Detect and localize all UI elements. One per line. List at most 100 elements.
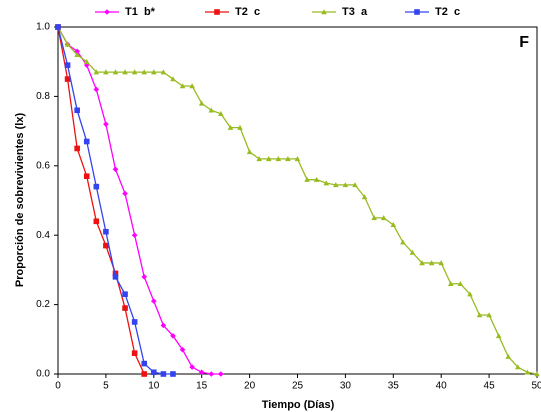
data-point [93,69,100,75]
x-tick-label: 20 [244,381,256,392]
data-point [160,69,167,75]
data-point [93,86,100,93]
x-tick-label: 10 [148,381,160,392]
data-point [74,48,80,55]
data-point [218,371,224,377]
data-point [237,124,243,130]
data-point [74,107,80,114]
data-point [371,215,377,221]
y-tick-label: 1.0 [36,22,50,33]
data-point [246,149,253,155]
data-point [467,291,473,297]
data-point [93,183,100,190]
data-point [83,58,90,64]
y-tick-label: 0.0 [36,369,50,380]
data-point [189,364,195,370]
x-axis-label: Tiempo (Días) [262,399,335,411]
data-point [103,242,109,249]
data-point [74,51,80,57]
legend-label: T2 c [235,6,260,18]
x-tick-label: 25 [292,381,304,392]
data-point [428,260,435,266]
data-point [131,350,138,356]
series-line [57,26,145,375]
data-point [160,371,167,377]
data-point [170,333,176,339]
y-tick-label: 0.4 [36,230,50,241]
data-point [524,369,531,375]
data-point [103,121,109,127]
x-tick-label: 50 [531,381,541,392]
data-point [313,176,320,182]
data-point [294,156,301,162]
data-point [285,156,291,162]
data-point [170,371,176,377]
data-point [122,291,128,297]
data-point [304,176,310,182]
data-point [141,69,148,75]
data-point [447,280,454,287]
data-point [55,24,61,30]
data-point [227,124,234,130]
data-point [438,260,444,266]
data-point [265,156,272,162]
series-line [57,26,173,375]
data-point [179,346,186,353]
x-tick-label: 0 [55,381,61,392]
data-point [400,239,406,245]
data-point [64,76,71,82]
data-point [103,69,109,75]
data-point [83,138,90,145]
x-tick-label: 40 [436,381,448,392]
data-point [131,319,138,325]
data-point [198,369,205,376]
data-point [515,364,521,370]
data-point [218,110,224,116]
data-point [256,156,262,162]
x-tick-label: 45 [484,381,496,392]
data-point [275,156,282,162]
legend-marker [321,9,327,15]
legend-label: T2 c [435,6,460,18]
data-point [390,221,397,228]
data-point [486,312,492,318]
data-point [93,218,100,225]
data-point [170,76,176,82]
data-point [419,260,425,266]
data-point [151,69,157,75]
data-point [131,69,138,75]
x-tick-label: 35 [388,381,400,392]
data-point [122,190,128,197]
x-tick-label: 30 [340,381,352,392]
data-point [64,41,71,47]
data-point [457,280,464,287]
legend-marker [104,9,110,15]
data-point [160,322,167,329]
legend-marker [214,9,220,15]
data-point [112,166,119,173]
plot-frame [57,26,538,375]
data-point [112,69,119,75]
data-point [534,371,540,377]
data-point [361,194,368,200]
data-point [352,182,358,188]
data-point [380,215,387,221]
data-point [342,182,349,188]
data-point [189,83,195,89]
data-point [505,353,512,359]
panel-label: F [519,34,529,51]
data-point [141,371,148,377]
data-point [74,145,80,152]
legend-marker [414,9,420,15]
y-tick-label: 0.8 [36,91,50,102]
series-line [57,26,221,375]
data-point [179,83,186,89]
data-point [122,69,128,75]
data-point [323,180,330,186]
legend-label: T3 a [342,6,368,18]
data-point [495,333,502,339]
y-tick-label: 0.2 [36,299,50,310]
series-line [57,26,538,375]
data-point [131,232,138,238]
